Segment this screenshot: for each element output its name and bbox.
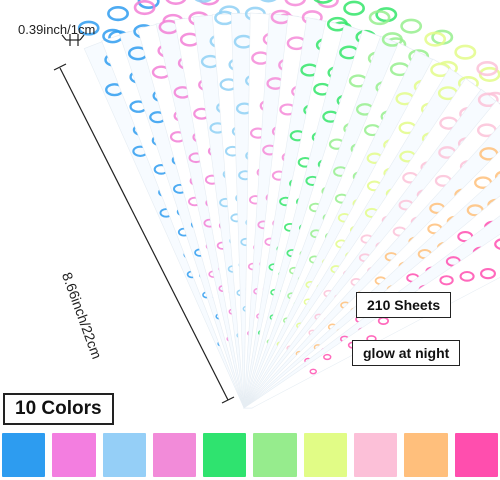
strip-pattern-mark — [368, 10, 391, 26]
strip-pattern-mark — [165, 0, 187, 5]
width-dimension-label: 0.39inch/1cm — [18, 22, 96, 37]
color-swatch — [52, 433, 96, 477]
length-dimension-marker — [53, 63, 235, 404]
strip-pattern-mark — [478, 66, 500, 82]
strip-pattern-mark — [326, 16, 348, 32]
strip-pattern-mark — [494, 238, 500, 250]
strip-pattern-mark — [459, 271, 475, 282]
strip-pattern-mark — [400, 18, 423, 34]
strip-pattern-mark — [343, 0, 365, 16]
color-swatch-row — [2, 433, 498, 477]
strip-pattern-mark — [323, 353, 332, 361]
color-swatch — [404, 433, 448, 477]
color-swatch — [102, 433, 146, 477]
strip-pattern-mark — [439, 275, 454, 286]
color-swatch — [152, 433, 197, 477]
color-swatch — [203, 433, 247, 477]
strip-pattern-mark — [309, 368, 317, 375]
strip-pattern-mark — [133, 0, 156, 16]
strip-pattern-mark — [494, 171, 500, 183]
width-dimension-marker — [61, 34, 85, 46]
strip-pattern-mark — [424, 31, 447, 47]
color-swatch — [354, 433, 398, 477]
strip-pattern-mark — [476, 61, 499, 77]
strip-pattern-mark — [198, 0, 220, 6]
strip-pattern-mark — [107, 6, 129, 22]
strip-pattern-mark — [480, 267, 496, 280]
color-swatch — [303, 433, 348, 477]
glow-feature-badge: glow at night — [352, 340, 461, 366]
color-swatch — [454, 433, 498, 477]
color-swatch — [2, 433, 46, 477]
strip-pattern-mark — [284, 0, 306, 7]
strip-pattern-mark — [313, 0, 333, 4]
strip-pattern-mark — [477, 92, 499, 108]
strip-pattern-mark — [454, 44, 477, 60]
strip-pattern-mark — [194, 0, 212, 3]
color-swatch — [253, 433, 297, 477]
strip-pattern-mark — [77, 20, 100, 36]
strip-pattern-mark — [381, 32, 403, 47]
paper-strip — [243, 233, 500, 409]
color-count-badge: 10 Colors — [3, 393, 114, 425]
sheet-count-badge: 210 Sheets — [356, 292, 452, 318]
strip-pattern-mark — [260, 0, 277, 3]
